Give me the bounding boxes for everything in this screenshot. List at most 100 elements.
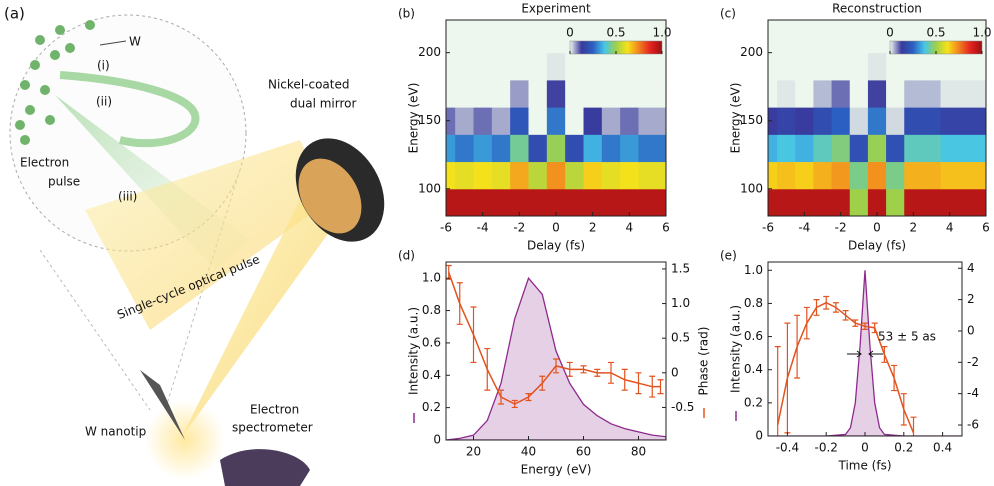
- heat-cell: [940, 134, 960, 163]
- panel-label: (b): [398, 7, 415, 21]
- heat-cell: [601, 188, 621, 217]
- heat-cell: [638, 188, 658, 217]
- x-tick-label: 2: [910, 221, 918, 235]
- chart: 0 0.5 1.0 Experiment -6 -4 -2 0 2 4 6 100 150 200 Dela…: [398, 2, 672, 253]
- heat-cell: [795, 188, 814, 217]
- reflected-beam: [180, 200, 345, 440]
- heat-cell: [813, 79, 833, 108]
- heat-cell: [546, 52, 566, 81]
- x-tick-label: -2: [835, 221, 847, 235]
- x-axis-label: Time (fs): [837, 459, 891, 473]
- heat-cell: [922, 107, 942, 135]
- error-bar: [635, 372, 642, 395]
- heat-cell: [583, 107, 603, 135]
- plot-frame: [445, 261, 667, 441]
- heat-cell: [473, 107, 493, 135]
- heat-cell: [795, 25, 814, 54]
- x-tick-label: 0: [552, 221, 560, 235]
- colorbar-tick-label: 0: [886, 26, 894, 40]
- diagram-label: spectrometer: [232, 421, 313, 435]
- heat-cell: [473, 52, 493, 81]
- heat-cell: [565, 134, 584, 163]
- diagram-label: W nanotip: [85, 425, 146, 439]
- error-bar: [498, 389, 504, 405]
- error-bar: [784, 322, 791, 434]
- heat-cell: [620, 161, 639, 190]
- heat-cell: [904, 107, 923, 135]
- heat-cell: [831, 79, 851, 108]
- heat-cell: [473, 161, 493, 190]
- heat-cell: [638, 79, 658, 108]
- error-bar: [803, 306, 810, 340]
- heat-cell: [583, 188, 603, 217]
- x-tick-label: -0.4: [776, 441, 799, 455]
- y2-tick-label: -4: [967, 386, 979, 400]
- heat-cell: [510, 161, 529, 190]
- y-tick-label: 0.2: [744, 395, 763, 409]
- electron-dots: [15, 20, 95, 145]
- heat-cell: [510, 52, 529, 81]
- y-tick-label: 200: [418, 45, 441, 59]
- error-bar: [470, 306, 477, 364]
- heat-cell: [831, 107, 851, 135]
- heat-cell: [510, 134, 529, 163]
- heat-cell: [638, 161, 658, 190]
- y-tick-label: 100: [740, 181, 763, 195]
- error-bar: [842, 309, 849, 321]
- error-bar: [553, 358, 559, 374]
- error-bar: [871, 322, 878, 334]
- error-bar: [621, 368, 628, 391]
- colorbar-tick-label: 1.0: [972, 26, 991, 40]
- error-bar: [862, 322, 868, 331]
- heat-cell: [768, 107, 778, 135]
- heat-cell: [976, 107, 987, 135]
- error-bar: [511, 399, 518, 409]
- error-bar: [539, 375, 546, 391]
- heat-cell: [849, 134, 869, 163]
- heat-cell: [528, 79, 548, 108]
- colorbar-tick-label: 0.5: [926, 26, 945, 40]
- heat-cell: [976, 52, 987, 81]
- heat-cell: [446, 52, 456, 81]
- y-tick-label: 1.0: [422, 271, 441, 285]
- heat-cell: [656, 25, 667, 54]
- heat-cell: [491, 188, 511, 217]
- heat-cell: [904, 134, 923, 163]
- heat-cell: [455, 188, 474, 217]
- heat-cell: [473, 25, 493, 54]
- heat-cell: [601, 134, 621, 163]
- error-bar: [657, 379, 664, 395]
- heat-cell: [768, 161, 778, 190]
- heat-cell: [491, 52, 511, 81]
- heat-cell: [583, 161, 603, 190]
- chart: -0.5 0 0.5 1.0 1.5 Phase (rad) 20 40 60 80 0 0.2 0.4…: [398, 249, 711, 477]
- error-bar: [774, 346, 781, 436]
- chart: -6 -4 -2 0 2 4 Phase (rad) 53 ± 5 as -0.4 -0.2 0 0.…: [720, 249, 994, 473]
- x-tick-label: 0: [873, 221, 881, 235]
- x-tick-label: 4: [946, 221, 954, 235]
- heat-cell: [867, 79, 887, 108]
- heat-cell: [446, 188, 456, 217]
- heat-cell: [922, 134, 942, 163]
- heat-cell: [546, 25, 566, 54]
- heat-cell: [656, 188, 667, 217]
- heat-cell: [904, 188, 923, 217]
- heat-cell: [656, 134, 667, 163]
- heat-cell: [455, 25, 474, 54]
- heat-cell: [831, 25, 851, 54]
- x-tick-label: 80: [631, 445, 646, 459]
- heat-cell: [958, 134, 978, 163]
- heat-cell: [904, 161, 923, 190]
- heat-cell: [768, 25, 778, 54]
- heat-cell: [446, 25, 456, 54]
- colorbar-tick-label: 1.0: [652, 26, 671, 40]
- diagram-label: (i): [97, 59, 110, 73]
- heat-cell: [455, 52, 474, 81]
- heat-cell: [656, 107, 667, 135]
- heat-cell: [601, 79, 621, 108]
- heat-cell: [904, 52, 923, 81]
- diagram-label: Nickel-coated: [268, 78, 349, 92]
- heat-cell: [510, 79, 529, 108]
- error-bar: [891, 364, 898, 392]
- heat-cell: [886, 188, 905, 217]
